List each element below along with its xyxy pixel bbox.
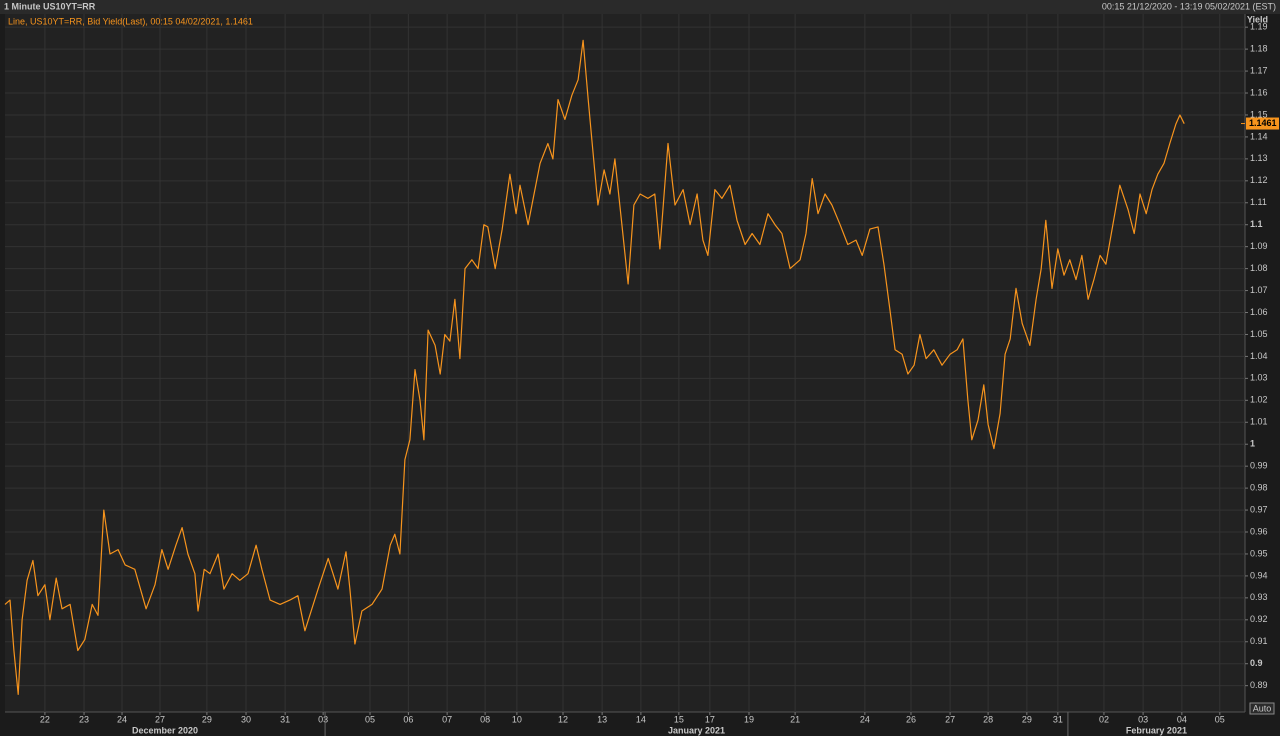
x-tick-label: 05 bbox=[1215, 714, 1225, 724]
y-tick-label: 1.12 bbox=[1250, 175, 1268, 185]
plot-area bbox=[5, 14, 1245, 712]
y-tick-label: 0.97 bbox=[1250, 504, 1268, 514]
y-tick-label: 1.14 bbox=[1250, 131, 1268, 141]
x-tick-label: 27 bbox=[945, 714, 955, 724]
x-tick-label: 30 bbox=[241, 714, 251, 724]
y-tick-label: 1.15 bbox=[1250, 109, 1268, 119]
x-tick-label: 29 bbox=[202, 714, 212, 724]
y-axis-title: Yield bbox=[1247, 14, 1268, 24]
y-tick-label: 0.98 bbox=[1250, 482, 1268, 492]
month-label: January 2021 bbox=[668, 725, 725, 735]
x-tick-label: 10 bbox=[512, 714, 522, 724]
x-tick-label: 15 bbox=[674, 714, 684, 724]
y-tick-label: 1.02 bbox=[1250, 395, 1268, 405]
x-tick-label: 21 bbox=[790, 714, 800, 724]
header-range: 00:15 21/12/2020 - 13:19 05/02/2021 (EST… bbox=[1102, 1, 1276, 11]
x-tick-label: 31 bbox=[1053, 714, 1063, 724]
x-tick-label: 27 bbox=[155, 714, 165, 724]
x-tick-label: 02 bbox=[1099, 714, 1109, 724]
y-tick-label: 1.09 bbox=[1250, 241, 1268, 251]
y-tick-label: 1.11 bbox=[1250, 197, 1267, 207]
y-tick-label: 1.16 bbox=[1250, 87, 1268, 97]
header-title: 1 Minute US10YT=RR bbox=[4, 1, 96, 11]
x-tick-label: 03 bbox=[318, 714, 328, 724]
x-tick-label: 07 bbox=[442, 714, 452, 724]
x-tick-label: 05 bbox=[365, 714, 375, 724]
y-tick-label: 1.01 bbox=[1250, 417, 1268, 427]
y-tick-label: 1.05 bbox=[1250, 329, 1268, 339]
x-tick-label: 12 bbox=[558, 714, 568, 724]
y-tick-label: 1.07 bbox=[1250, 285, 1268, 295]
x-tick-label: 26 bbox=[906, 714, 916, 724]
month-label: February 2021 bbox=[1126, 725, 1187, 735]
x-tick-label: 14 bbox=[636, 714, 646, 724]
y-tick-label: 1 bbox=[1250, 439, 1255, 449]
last-value-box bbox=[1246, 117, 1279, 130]
y-tick-label: 0.92 bbox=[1250, 614, 1268, 624]
x-tick-label: 17 bbox=[705, 714, 715, 724]
y-tick-label: 1.13 bbox=[1250, 153, 1268, 163]
x-tick-label: 04 bbox=[1177, 714, 1187, 724]
auto-button-label[interactable]: Auto bbox=[1253, 703, 1272, 713]
x-tick-label: 22 bbox=[40, 714, 50, 724]
auto-button[interactable] bbox=[1249, 702, 1275, 715]
x-tick-label: 23 bbox=[79, 714, 89, 724]
y-tick-label: 0.89 bbox=[1250, 680, 1268, 690]
y-tick-label: 0.99 bbox=[1250, 461, 1268, 471]
y-tick-label: 0.95 bbox=[1250, 548, 1268, 558]
y-tick-label: 1.06 bbox=[1250, 307, 1268, 317]
x-tick-label: 19 bbox=[744, 714, 754, 724]
y-tick-label: 0.96 bbox=[1250, 526, 1268, 536]
header-bar bbox=[0, 0, 1280, 14]
month-label: December 2020 bbox=[132, 725, 198, 735]
x-tick-label: 03 bbox=[1138, 714, 1148, 724]
yield-line bbox=[4, 39, 1185, 695]
y-tick-label: 1.18 bbox=[1250, 43, 1268, 53]
legend-entry: Line, US10YT=RR, Bid Yield(Last), 00:15 … bbox=[8, 16, 253, 26]
x-tick-label: 28 bbox=[983, 714, 993, 724]
y-tick-label: 0.9 bbox=[1250, 658, 1263, 668]
x-tick-label: 08 bbox=[480, 714, 490, 724]
y-tick-label: 1.03 bbox=[1250, 373, 1268, 383]
y-tick-label: 1.17 bbox=[1250, 65, 1268, 75]
y-tick-label: 0.91 bbox=[1250, 636, 1268, 646]
y-tick-label: 1.19 bbox=[1250, 22, 1268, 32]
last-value-label: 1.1461 bbox=[1249, 118, 1277, 128]
y-tick-label: 0.93 bbox=[1250, 592, 1268, 602]
x-tick-label: 24 bbox=[117, 714, 127, 724]
x-tick-label: 29 bbox=[1022, 714, 1032, 724]
x-tick-label: 13 bbox=[597, 714, 607, 724]
x-tick-label: 24 bbox=[860, 714, 870, 724]
x-tick-label: 06 bbox=[403, 714, 413, 724]
y-tick-label: 0.94 bbox=[1250, 570, 1268, 580]
x-tick-label: 31 bbox=[280, 714, 290, 724]
y-tick-label: 1.04 bbox=[1250, 351, 1268, 361]
y-tick-label: 1.1 bbox=[1250, 219, 1263, 229]
y-tick-label: 1.08 bbox=[1250, 263, 1268, 273]
